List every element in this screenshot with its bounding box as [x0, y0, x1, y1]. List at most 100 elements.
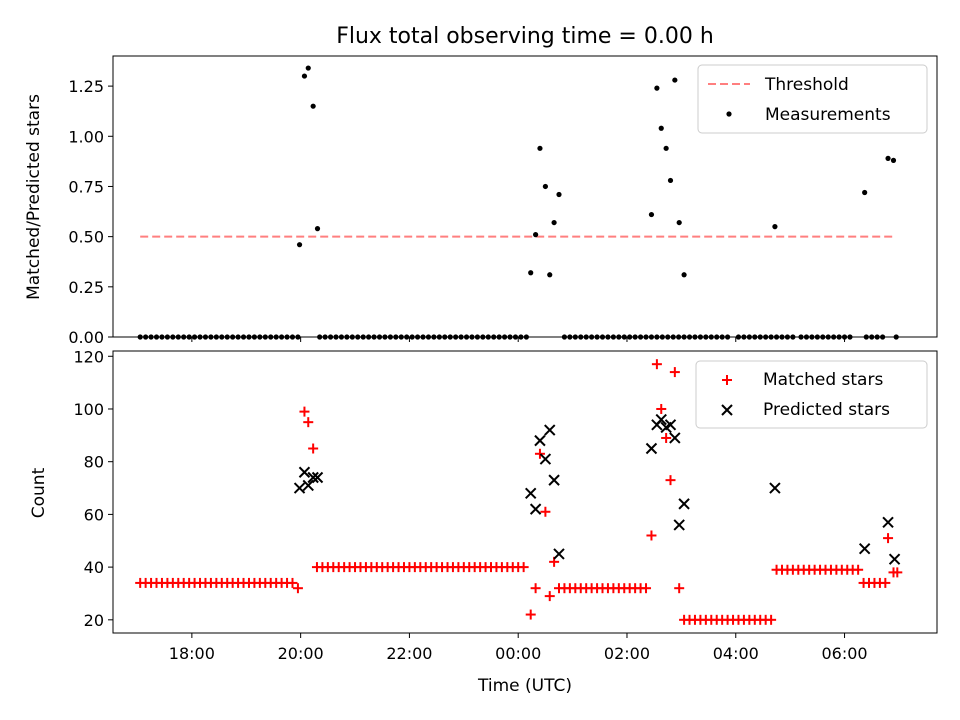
measurement-point	[474, 334, 481, 340]
measurement-point	[703, 334, 709, 340]
measurement-point	[447, 334, 453, 340]
measurement-point	[556, 191, 562, 198]
y-tick-label: 60	[84, 505, 104, 524]
matched-point	[287, 577, 298, 588]
x-tick-label: 02:00	[604, 644, 650, 663]
measurement-point	[235, 334, 241, 340]
measurement-point	[779, 334, 785, 340]
measurement-point	[310, 103, 316, 109]
measurement-point	[533, 232, 539, 238]
measurement-point	[224, 334, 230, 340]
measurement-point	[480, 334, 486, 340]
matched-point	[530, 583, 541, 594]
measurement-point	[561, 334, 568, 340]
measurement-point	[893, 334, 899, 340]
predicted-point	[888, 553, 901, 565]
measurement-point	[659, 334, 665, 340]
matched-point	[525, 609, 536, 620]
measurement-point	[670, 334, 676, 340]
measurement-point	[181, 334, 187, 340]
measurement-point	[279, 334, 285, 340]
y-tick-label: 0.75	[68, 177, 104, 196]
measurement-point	[420, 334, 426, 340]
measurement-point	[219, 334, 225, 340]
predicted-point	[769, 482, 781, 494]
measurement-point	[681, 272, 687, 278]
measurement-point	[301, 73, 308, 79]
measurement-point	[393, 334, 399, 340]
measurement-point	[512, 334, 519, 340]
predicted-point	[655, 413, 667, 426]
x-tick-label: 00:00	[495, 644, 541, 663]
matched-point	[674, 583, 685, 594]
measurement-point	[273, 334, 279, 340]
measurement-point	[153, 334, 160, 340]
measurement-point	[672, 77, 678, 83]
measurement-point	[681, 334, 687, 340]
bottom-y-axis-label: Count	[29, 467, 49, 518]
predicted-point	[664, 419, 677, 431]
measurement-point	[820, 334, 826, 340]
measurement-point	[296, 242, 303, 248]
matched-point	[892, 567, 903, 578]
matched-point	[646, 530, 657, 541]
measurement-point	[175, 334, 181, 340]
measurement-point	[665, 334, 671, 340]
measurement-point	[164, 334, 170, 340]
measurement-point	[757, 334, 763, 340]
measurement-point	[885, 155, 891, 161]
matched-point	[641, 583, 652, 594]
measurement-point	[463, 334, 470, 340]
matched-point	[853, 564, 864, 575]
measurement-point	[627, 334, 633, 340]
matched-point	[540, 506, 551, 517]
measurement-point	[637, 334, 644, 340]
predicted-point	[882, 516, 894, 529]
matched-point	[651, 359, 662, 370]
matched-point	[669, 367, 680, 378]
measurement-point	[442, 334, 448, 340]
measurement-point	[599, 334, 606, 340]
measurement-point	[616, 334, 622, 340]
measurement-point	[542, 183, 548, 190]
measurement-point	[763, 334, 769, 340]
measurement-point	[382, 334, 388, 340]
matched-point	[534, 448, 545, 459]
legend-plus	[722, 375, 732, 385]
matched-point	[544, 591, 555, 602]
measurement-point	[746, 334, 752, 340]
measurement-point	[583, 334, 589, 340]
measurement-point	[589, 334, 595, 340]
measurement-point	[863, 334, 869, 340]
matched-point	[880, 577, 891, 588]
measurement-point	[874, 334, 880, 340]
measurement-point	[349, 334, 355, 340]
predicted-point	[302, 479, 314, 492]
measurement-point	[502, 334, 508, 340]
measurement-point	[632, 334, 638, 340]
legend-threshold-label: Threshold	[764, 75, 849, 95]
measurement-point	[605, 334, 611, 340]
predicted-point	[525, 487, 537, 500]
measurement-point	[268, 334, 274, 340]
matched-point	[883, 533, 894, 544]
measurement-point	[317, 334, 323, 340]
matched-point	[661, 432, 672, 443]
measurement-point	[398, 334, 404, 340]
measurement-point	[654, 85, 660, 91]
measurement-point	[825, 334, 831, 340]
measurement-point	[841, 334, 848, 340]
y-tick-label: 0.50	[68, 228, 104, 247]
legend-measurements-marker	[726, 111, 732, 117]
predicted-point	[293, 482, 306, 494]
measurement-point	[735, 334, 742, 340]
measurement-point	[322, 334, 328, 340]
measurement-point	[230, 334, 236, 340]
y-tick-label: 100	[73, 400, 104, 419]
x-tick-label: 06:00	[821, 644, 867, 663]
measurement-point	[344, 334, 350, 340]
measurement-point	[831, 334, 837, 340]
measurement-point	[610, 334, 616, 340]
x-tick-label: 04:00	[713, 644, 759, 663]
